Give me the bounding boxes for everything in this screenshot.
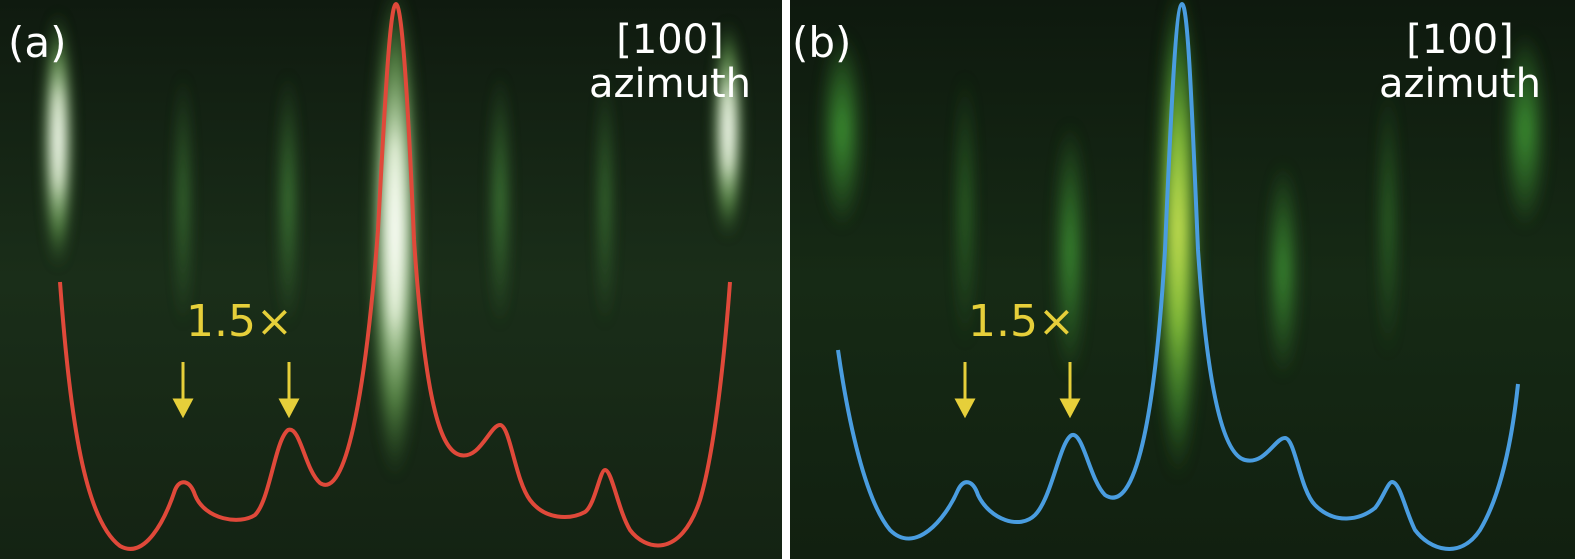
panel-label: (b) (792, 18, 852, 67)
direction-label: [100] (1406, 17, 1514, 63)
intensity-profile-b (836, 1, 1520, 551)
streaks-b (820, 0, 1547, 480)
azimuth-label: [100] azimuth (1350, 18, 1570, 106)
azimuth-text: azimuth (589, 61, 751, 107)
azimuth-text: azimuth (1379, 61, 1541, 107)
down-arrow-icon (278, 398, 300, 419)
down-arrow-icon (172, 398, 194, 419)
panel-label: (a) (8, 18, 67, 67)
direction-label: [100] (616, 17, 724, 63)
multiplier-annotation: 1.5× (968, 296, 1075, 347)
rheed-panel-a: (a) [100] azimuth 1.5× (0, 0, 782, 559)
multiplier-annotation: 1.5× (186, 296, 293, 347)
rheed-image-a (0, 0, 782, 559)
down-arrow-icon (954, 398, 976, 419)
rheed-image-b (790, 0, 1575, 559)
azimuth-label: [100] azimuth (560, 18, 780, 106)
intensity-profile-a (58, 1, 732, 551)
rheed-panel-b: (b) [100] azimuth 1.5× (790, 0, 1575, 559)
down-arrow-icon (1059, 398, 1081, 419)
arrows-a (172, 362, 300, 419)
panel-divider (782, 0, 790, 559)
arrows-b (954, 362, 1081, 419)
